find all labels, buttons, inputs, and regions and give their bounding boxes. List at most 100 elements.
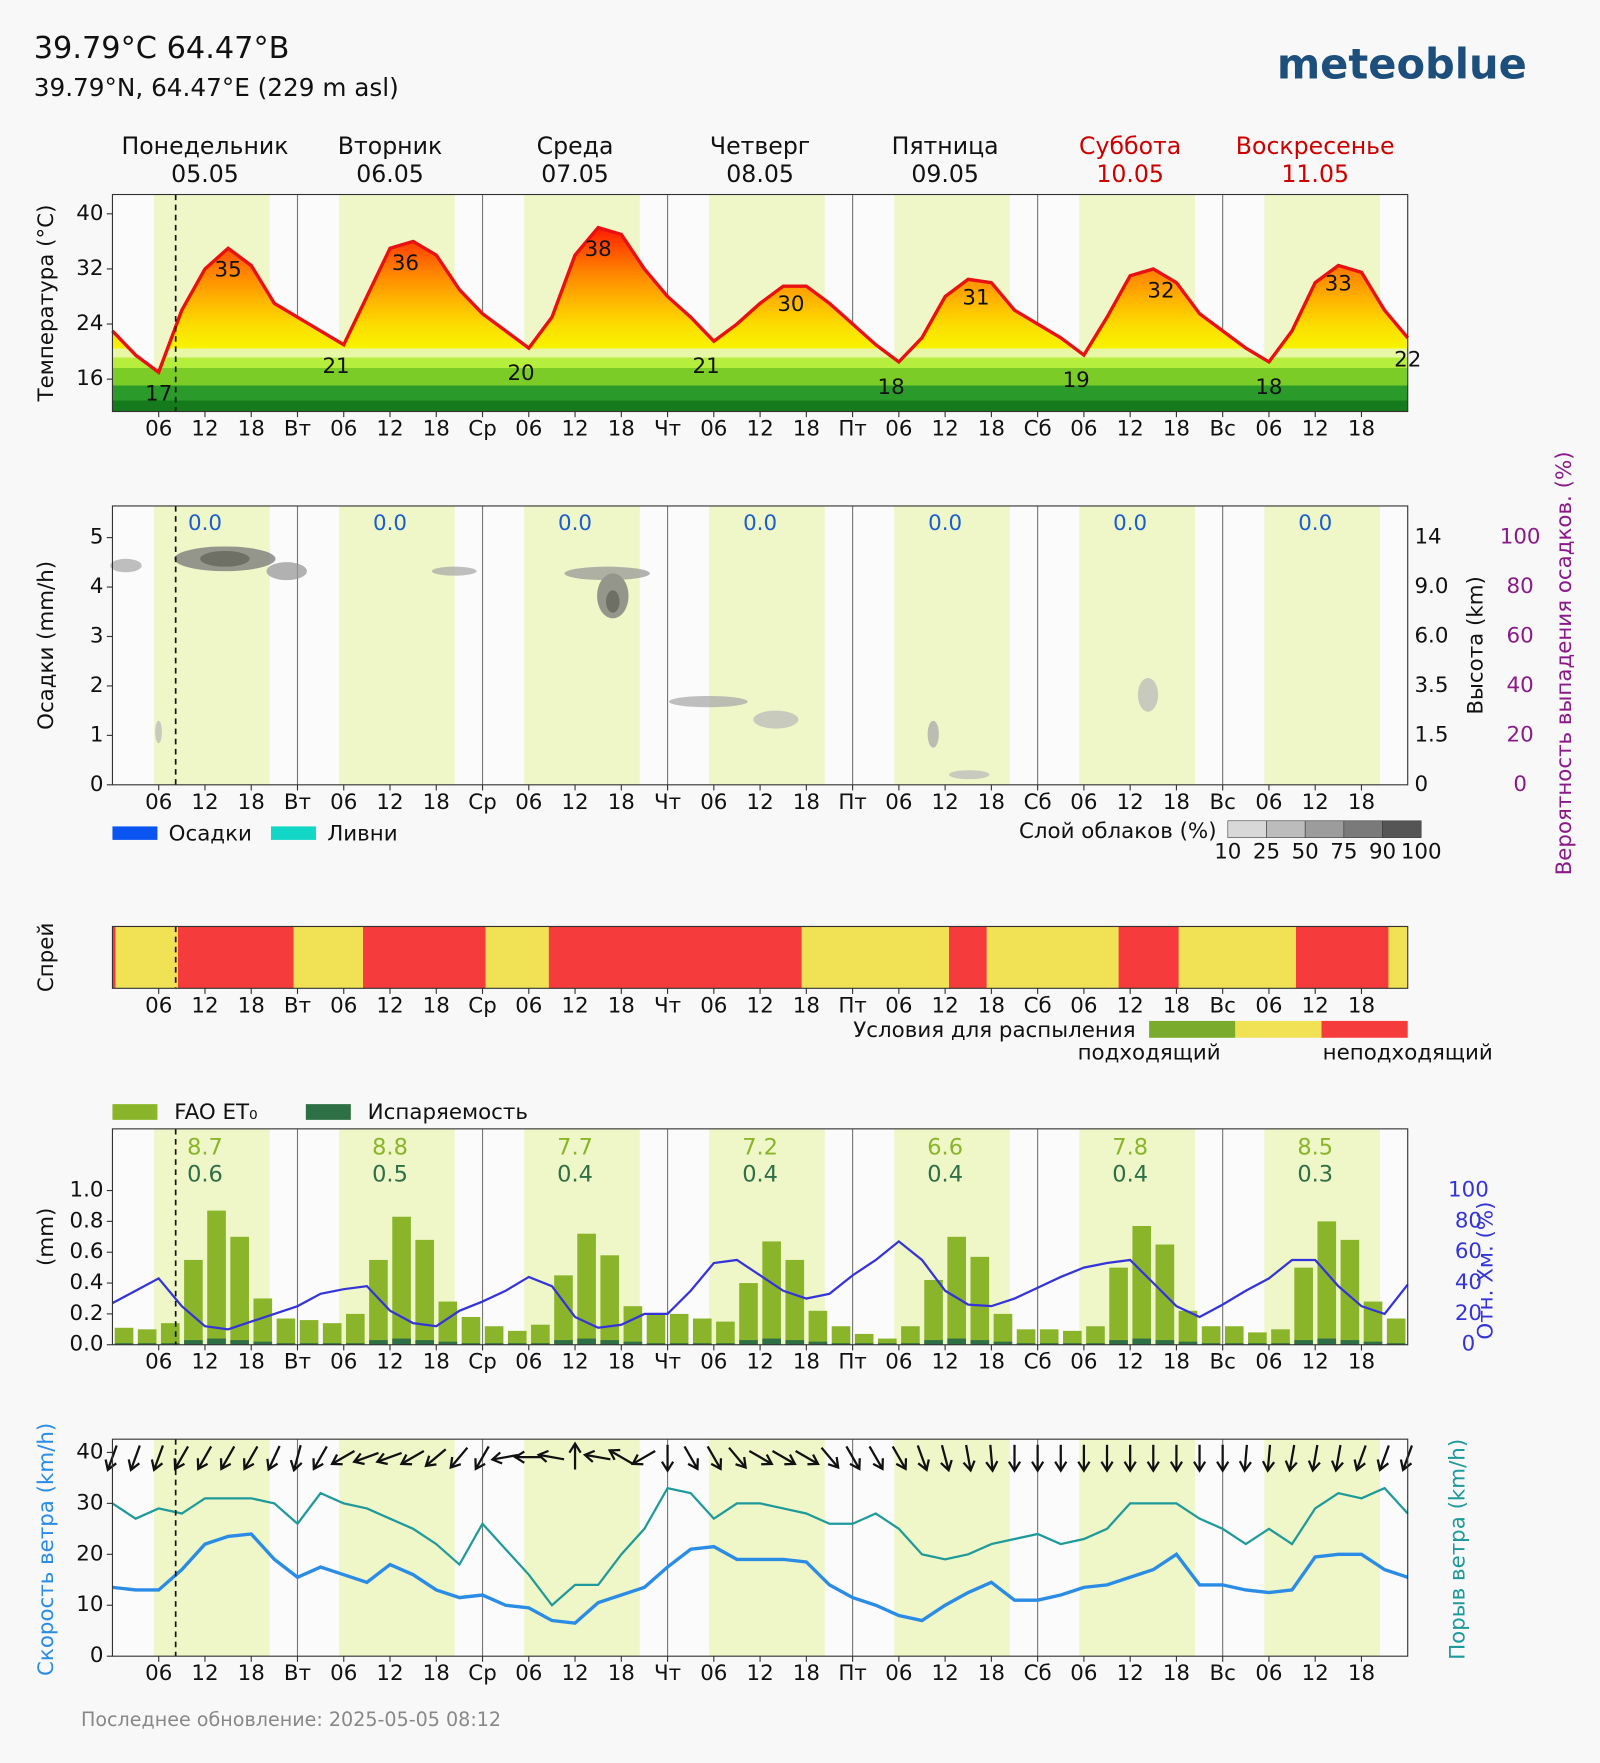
wind-arrow: [312, 1445, 328, 1471]
x-tick-label: 18: [793, 1350, 820, 1375]
day-name: Вторник: [338, 132, 442, 160]
wind-arrow: [1261, 1444, 1276, 1473]
daily-et: 8.7: [187, 1134, 223, 1160]
x-tick-label: Вс: [1209, 790, 1235, 815]
x-tick-label: 18: [423, 790, 450, 815]
x-tick-label: Вс: [1209, 1350, 1235, 1375]
daily-evap: 0.4: [1112, 1161, 1148, 1187]
x-tick-label: Вт: [284, 1661, 311, 1686]
evaporation-bar: [345, 1343, 365, 1345]
wind-arrow-head: [940, 1459, 953, 1473]
x-tick-label: Чт: [654, 417, 681, 442]
evaporation-bar: [299, 1343, 319, 1345]
et-bar: [1340, 1239, 1360, 1345]
day-name: Воскресенье: [1236, 132, 1395, 160]
et-bar: [207, 1210, 226, 1345]
evaporation-bar: [901, 1343, 920, 1345]
wind-arrow-head: [807, 1454, 820, 1466]
wind-arrow-head: [196, 1458, 209, 1471]
wind-arrow-shaft: [493, 1453, 519, 1461]
x-tick-label: 12: [1302, 790, 1329, 815]
x-tick-label: 12: [1117, 417, 1144, 442]
evaporation-bar: [669, 1343, 689, 1345]
wind-arrow: [490, 1451, 519, 1465]
x-tick-label: 06: [145, 790, 172, 815]
extreme-label: 38: [585, 237, 612, 262]
daily-et: 6.6: [927, 1134, 963, 1160]
y-tick-label: 60: [1455, 1239, 1482, 1264]
wind-arrow: [660, 1444, 675, 1473]
x-tick-label: 18: [1348, 417, 1375, 442]
wind-arrow-shaft: [771, 1450, 795, 1465]
wind-arrow: [1077, 1444, 1091, 1473]
cloud-legend-tick: 50: [1292, 839, 1319, 864]
evaporation-bar: [1317, 1338, 1337, 1345]
y2-axis-label: Отн. Хм. (%): [1473, 1201, 1498, 1339]
y2-tick-label: 9.0: [1414, 574, 1448, 599]
cloud-legend-cell: [1266, 820, 1306, 838]
et-bar: [345, 1313, 365, 1345]
wind-arrow-shaft: [354, 1451, 379, 1463]
x-tick-label: 12: [376, 417, 403, 442]
evaporation-bar: [1155, 1340, 1175, 1345]
wind-arrow: [1216, 1444, 1230, 1473]
x-tick-label: 18: [978, 417, 1005, 442]
wind-arrow-head: [917, 1459, 930, 1472]
et-bar: [1178, 1310, 1198, 1345]
x-tick-label: 06: [1255, 1350, 1282, 1375]
wind-arrow-shaft: [868, 1445, 883, 1469]
spray-band: [177, 926, 294, 989]
precip-total-label: 0.0: [558, 511, 592, 536]
wind-arrow-head: [1077, 1461, 1091, 1473]
cloud-blob: [110, 558, 142, 573]
cloud-legend-cell: [1227, 820, 1267, 838]
x-tick-label: Чт: [654, 993, 681, 1018]
x-tick-label: 18: [608, 1350, 635, 1375]
footer: Последнее обновление: 2025-05-05 08:12: [81, 1708, 501, 1731]
x-tick-label: Ср: [468, 1661, 496, 1686]
evaporation-bar: [577, 1338, 596, 1345]
y-tick-label: 20: [1507, 722, 1534, 747]
x-tick-label: 12: [932, 1350, 959, 1375]
wind-arrow-shaft: [197, 1445, 213, 1469]
x-tick-label: 18: [608, 417, 635, 442]
daily-evap: 0.4: [742, 1161, 778, 1187]
wind-speed-line: [112, 1532, 1409, 1625]
wind-arrow: [1353, 1445, 1367, 1472]
evaporation-bar: [993, 1341, 1013, 1345]
wind-arrow-head: [1146, 1461, 1160, 1473]
wind-arrow: [795, 1450, 820, 1466]
y-tick-label: 40: [76, 201, 103, 226]
wind-arrow: [820, 1446, 840, 1470]
evaporation-bar: [1039, 1343, 1059, 1345]
x-tick-label: 18: [1163, 790, 1190, 815]
x-tick-label: 06: [515, 993, 542, 1018]
y2-tick-label: 1.5: [1414, 722, 1448, 747]
et-bar: [554, 1275, 573, 1345]
wind-arrow-head: [1169, 1461, 1183, 1473]
x-tick-label: 06: [330, 1661, 357, 1686]
et-bar: [1294, 1267, 1313, 1345]
wind-arrow: [940, 1444, 953, 1473]
temperature-area: [112, 227, 1408, 412]
evaporation-bar: [947, 1338, 967, 1345]
x-tick-label: Вт: [284, 1350, 311, 1375]
cloud-legend-title: Слой облаков (%): [1019, 819, 1217, 844]
wind-arrow-shaft: [610, 1450, 633, 1465]
x-tick-label: 18: [793, 417, 820, 442]
y2-axis-label: Порыв ветра (km/h): [1445, 1439, 1470, 1660]
x-tick-label: 18: [793, 790, 820, 815]
spray-legend-label: подходящий: [1078, 1041, 1221, 1066]
legend-label: Ливни: [327, 821, 397, 846]
spray-band: [548, 926, 802, 989]
evaporation-bar: [438, 1341, 458, 1345]
wind-arrow-head: [449, 1456, 462, 1470]
y-tick-label: 2: [90, 673, 104, 698]
et-bar: [854, 1333, 874, 1345]
wind-arrow: [582, 1449, 611, 1463]
x-tick-label: 12: [376, 1350, 403, 1375]
y-tick-label: 80: [1455, 1208, 1482, 1233]
et-bar: [160, 1323, 180, 1345]
cloud-legend-tick: 100: [1401, 839, 1442, 864]
extreme-label: 20: [507, 361, 534, 386]
